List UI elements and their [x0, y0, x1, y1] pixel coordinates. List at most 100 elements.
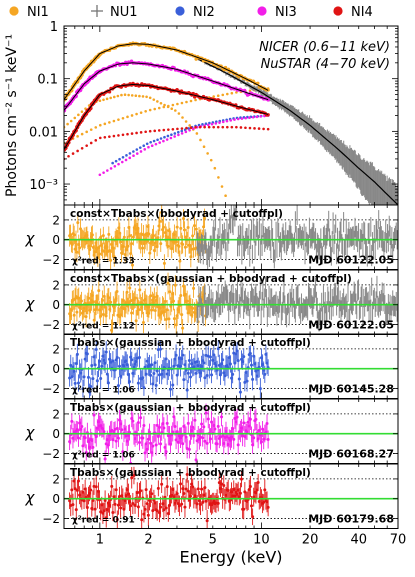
- ni1-residual-point: [185, 299, 189, 303]
- residual-y-tick-label: 0: [52, 492, 60, 506]
- ni3-residual-point: [200, 422, 204, 426]
- main-y-axis-label: Photons cm⁻² s⁻¹ keV⁻¹: [4, 34, 20, 197]
- model-component-dot: [185, 126, 188, 130]
- model-component-dot: [259, 115, 262, 118]
- ni3-residual-point: [114, 439, 118, 443]
- ni2-residual-point: [258, 387, 262, 391]
- ni1-residual-point: [138, 288, 142, 292]
- ni2-residual-point: [181, 353, 185, 357]
- model-component-dot: [139, 150, 143, 153]
- ni3-residual-point: [70, 419, 74, 423]
- residual-panel-5: −2 0 2 χ Tbabs×(gaussian + bbodyrad + cutoff…: [25, 463, 399, 529]
- ni1-residual-point: [179, 294, 183, 298]
- model-component-dot: [201, 123, 204, 126]
- ni2-residual-point: [82, 375, 86, 379]
- ni1-residual-point: [147, 232, 151, 236]
- model-component-dot: [138, 94, 141, 98]
- model-component-dot: [69, 119, 73, 123]
- model-component-dot: [203, 125, 206, 129]
- ni4-residual-point: [146, 513, 150, 517]
- ni3-residual-point: [165, 421, 169, 425]
- model-component-dot: [194, 126, 197, 129]
- ni2-residual-point: [159, 347, 163, 351]
- ni3-residual-point: [92, 413, 96, 417]
- model-component-dot: [230, 91, 234, 95]
- model-component-dot: [206, 152, 209, 155]
- ni4-residual-point: [184, 487, 188, 491]
- model-component-dot: [253, 127, 256, 130]
- model-component-dot: [180, 129, 184, 133]
- ni1-residual-point: [182, 284, 186, 288]
- ni1-residual-point: [167, 317, 171, 321]
- ni4-residual-point: [91, 499, 95, 503]
- ni3-residual-point: [173, 425, 177, 429]
- model-component-dot: [153, 129, 157, 133]
- model-component-dot: [184, 130, 188, 134]
- x-tick-label: 1: [96, 533, 104, 548]
- model-component-dot: [98, 123, 102, 127]
- model-component-dot: [76, 135, 79, 138]
- ni4-residual-point: [115, 518, 119, 522]
- model-component-dot: [162, 105, 166, 109]
- ni4-residual-point: [131, 502, 135, 506]
- model-component-dot: [130, 132, 134, 135]
- ni4-residual-point: [183, 505, 187, 509]
- model-component-dot: [126, 115, 129, 119]
- ni3-residual-point: [80, 425, 84, 429]
- model-component-dot: [204, 122, 208, 125]
- model-component-dot: [159, 101, 163, 105]
- ni2-residual-point: [210, 373, 214, 377]
- ni1-residual-point: [97, 289, 101, 293]
- ni2-residual-point: [243, 380, 247, 384]
- ni1-residual-point: [188, 243, 192, 247]
- ni2-residual-point: [237, 377, 241, 381]
- model-component-dot: [244, 116, 247, 120]
- ni2-residual-point: [156, 348, 160, 352]
- model-component-dot: [141, 95, 145, 98]
- ni1-residual-point: [153, 308, 157, 312]
- ni1-residual-point: [104, 314, 108, 318]
- ni4-residual-point: [238, 491, 242, 495]
- residual-mjd-label: MJD 60168.27: [308, 448, 394, 461]
- ni1-residual-point: [192, 224, 196, 228]
- ni4-residual-point: [195, 502, 199, 506]
- model-component-dot: [214, 122, 218, 125]
- residual-chi2-label: χ²red = 1.06: [72, 451, 135, 461]
- ni4-residual-point: [256, 480, 260, 484]
- ni4-residual-point: [150, 492, 154, 496]
- residual-y-tick-label: −2: [42, 253, 60, 267]
- model-component-dot: [77, 113, 80, 117]
- ni1-residual-point: [150, 308, 154, 312]
- ni3-residual-point: [192, 434, 196, 438]
- model-component-dot: [145, 95, 148, 99]
- ni2-residual-point: [81, 387, 85, 391]
- ni1-residual-point: [131, 235, 135, 239]
- ni1-residual-point: [191, 234, 195, 238]
- model-component-dot: [130, 94, 134, 97]
- model-component-dot: [226, 92, 229, 96]
- model-component-dot: [176, 127, 179, 131]
- residual-model-label: const×Tbabs×(gaussian + bbodyrad + cutof…: [70, 273, 352, 285]
- ni1-residual-point: [102, 294, 106, 298]
- residual-panel-4: −2 0 2 χ Tbabs×(gaussian + bbodyrad + cutoff…: [25, 398, 399, 464]
- model-component-dot: [257, 127, 261, 130]
- ni4-residual-point: [129, 504, 133, 508]
- ni2-residual-point: [205, 374, 209, 378]
- model-component-dot: [127, 93, 130, 97]
- model-component-dot: [248, 116, 251, 119]
- ni3-residual-point: [215, 442, 219, 446]
- ni4-residual-point: [205, 519, 209, 523]
- residual-panels: −2 0 2 χ const×Tbabs×(bbodyrad + cutoffpl) χ²…: [25, 204, 399, 529]
- ni1-residual-point: [166, 244, 170, 248]
- ni4-residual-point: [94, 485, 98, 489]
- model-component-dot: [116, 94, 120, 98]
- ni1-residual-point: [91, 300, 95, 304]
- ni1-residual-point: [76, 221, 80, 225]
- ni2-residual-point: [89, 385, 93, 389]
- ni4-residual-point: [145, 502, 149, 506]
- x-tick-label: 20: [302, 533, 319, 548]
- residual-mjd-label: MJD 60145.28: [308, 383, 394, 396]
- model-component-dot: [121, 133, 125, 137]
- model-component-dot: [103, 122, 107, 126]
- legend-label-ni3: NI3: [275, 5, 297, 20]
